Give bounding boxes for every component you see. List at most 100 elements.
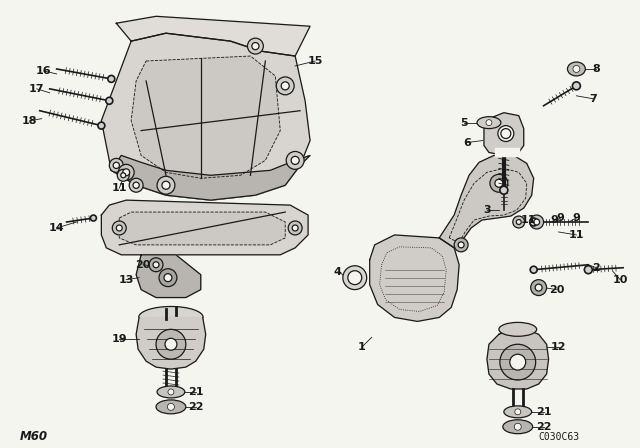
Circle shape (248, 38, 263, 54)
Circle shape (121, 173, 125, 178)
Circle shape (291, 156, 299, 164)
Circle shape (572, 82, 580, 90)
Circle shape (117, 169, 129, 181)
Circle shape (515, 423, 521, 430)
Circle shape (168, 389, 174, 395)
Text: 2: 2 (593, 263, 600, 273)
Text: 22: 22 (536, 422, 551, 432)
Text: 3: 3 (483, 205, 491, 215)
Circle shape (106, 97, 113, 104)
Circle shape (118, 164, 134, 180)
Circle shape (281, 82, 289, 90)
Text: 8: 8 (593, 64, 600, 74)
Polygon shape (116, 16, 310, 56)
Circle shape (112, 221, 126, 235)
Polygon shape (495, 148, 519, 156)
Circle shape (129, 178, 143, 192)
Circle shape (530, 266, 537, 273)
Circle shape (500, 186, 508, 194)
Circle shape (276, 77, 294, 95)
Circle shape (149, 258, 163, 271)
Circle shape (573, 65, 580, 73)
Text: 5: 5 (460, 118, 468, 128)
Circle shape (531, 280, 547, 296)
Circle shape (109, 159, 124, 172)
Ellipse shape (157, 386, 185, 398)
Text: 14: 14 (49, 223, 65, 233)
Polygon shape (439, 155, 534, 248)
Circle shape (584, 266, 592, 274)
Text: 22: 22 (188, 402, 204, 412)
Polygon shape (101, 33, 310, 200)
Circle shape (123, 169, 130, 176)
Text: 7: 7 (589, 94, 597, 104)
Circle shape (90, 215, 97, 221)
Polygon shape (119, 212, 285, 245)
Circle shape (500, 344, 536, 380)
Circle shape (530, 218, 538, 226)
Text: 9: 9 (550, 215, 559, 225)
Circle shape (133, 182, 140, 188)
Circle shape (486, 120, 492, 125)
Circle shape (515, 409, 521, 415)
Circle shape (168, 403, 175, 410)
Text: 11: 11 (111, 183, 127, 193)
Circle shape (490, 174, 508, 192)
Text: 10: 10 (612, 275, 628, 284)
Circle shape (156, 329, 186, 359)
Ellipse shape (139, 306, 204, 328)
Polygon shape (484, 113, 524, 155)
Text: M60: M60 (20, 430, 48, 443)
Circle shape (153, 262, 159, 268)
Circle shape (162, 181, 170, 189)
Text: 15: 15 (307, 56, 323, 66)
Circle shape (535, 284, 542, 291)
Ellipse shape (503, 420, 532, 434)
Text: 17: 17 (29, 84, 45, 94)
Text: 16: 16 (36, 66, 52, 76)
Circle shape (292, 225, 298, 231)
Circle shape (116, 225, 122, 231)
Circle shape (343, 266, 367, 289)
Circle shape (534, 219, 540, 225)
Text: 20: 20 (549, 284, 564, 295)
Text: 1: 1 (358, 342, 365, 352)
Circle shape (498, 125, 514, 142)
Text: 12: 12 (551, 342, 566, 352)
Circle shape (98, 122, 105, 129)
Polygon shape (136, 255, 201, 297)
Text: 11: 11 (521, 215, 537, 225)
Circle shape (501, 129, 511, 138)
Polygon shape (111, 155, 310, 200)
Circle shape (113, 162, 120, 168)
Text: C030C63: C030C63 (539, 432, 580, 442)
Text: 21: 21 (536, 407, 551, 417)
Circle shape (165, 338, 177, 350)
Text: 6: 6 (463, 138, 471, 147)
Text: 21: 21 (188, 387, 204, 397)
Text: 20: 20 (136, 260, 151, 270)
Circle shape (108, 75, 115, 82)
Polygon shape (487, 329, 548, 389)
Circle shape (495, 179, 503, 187)
Circle shape (252, 43, 259, 50)
Polygon shape (131, 56, 280, 178)
Text: 11: 11 (569, 230, 584, 240)
Text: 4: 4 (334, 267, 342, 277)
Circle shape (454, 238, 468, 252)
Text: 13: 13 (118, 275, 134, 284)
Circle shape (288, 221, 302, 235)
Text: 18: 18 (22, 116, 38, 125)
Text: 9: 9 (557, 213, 564, 223)
Ellipse shape (568, 62, 586, 76)
Ellipse shape (499, 323, 537, 336)
Circle shape (164, 274, 172, 282)
Circle shape (530, 215, 543, 229)
Circle shape (286, 151, 304, 169)
Ellipse shape (504, 406, 532, 418)
Polygon shape (370, 235, 459, 321)
Circle shape (516, 220, 521, 224)
Text: 9: 9 (572, 213, 580, 223)
Ellipse shape (156, 400, 186, 414)
Circle shape (458, 242, 464, 248)
